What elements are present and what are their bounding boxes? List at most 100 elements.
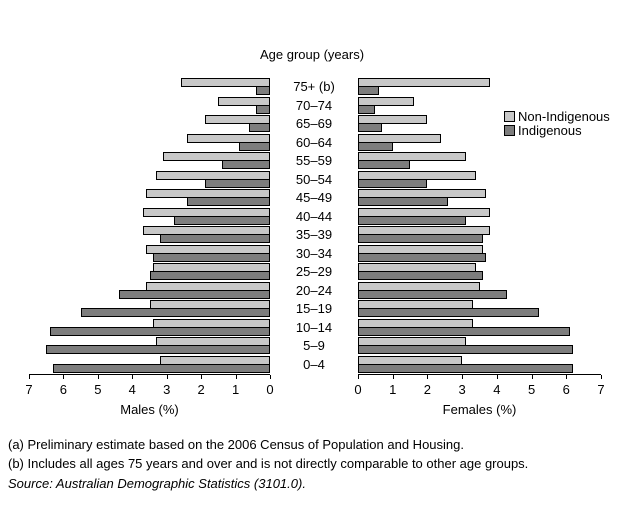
age-group-label: 10–14 bbox=[295, 319, 333, 335]
age-group-label: 65–69 bbox=[295, 116, 333, 131]
axis-tick bbox=[531, 375, 533, 379]
axis-tick bbox=[566, 375, 568, 379]
bar-females-non-indigenous bbox=[358, 115, 428, 124]
bar-males-indigenous bbox=[118, 289, 270, 299]
bar-males-non-indigenous bbox=[187, 133, 270, 143]
legend-item-non-indigenous: Non-Indigenous bbox=[504, 108, 610, 124]
age-group-label: 15–19 bbox=[295, 301, 333, 316]
age-group-label: 50–54 bbox=[295, 171, 333, 187]
age-group-label: 45–49 bbox=[295, 190, 333, 205]
axis-tick bbox=[29, 375, 30, 379]
axis-tick bbox=[392, 375, 394, 379]
bar-males-indigenous bbox=[221, 160, 270, 169]
axis-tick bbox=[601, 375, 602, 379]
bar-females-non-indigenous bbox=[358, 152, 466, 161]
axis-tick-label: 1 bbox=[389, 382, 397, 397]
age-group-label: 25–29 bbox=[295, 264, 333, 279]
bar-females-indigenous bbox=[358, 123, 383, 132]
source-note: Source: Australian Demographic Statistic… bbox=[8, 476, 306, 491]
legend: Non-Indigenous Indigenous bbox=[504, 108, 610, 138]
axis-tick-label: 5 bbox=[94, 382, 102, 397]
age-group-label: 55–59 bbox=[295, 153, 333, 168]
age-group-label: 40–44 bbox=[295, 208, 333, 224]
bar-males-indigenous bbox=[239, 141, 270, 151]
bar-males-non-indigenous bbox=[204, 115, 270, 124]
bar-males-indigenous bbox=[80, 308, 270, 317]
axis-tick bbox=[496, 375, 498, 379]
bar-males-indigenous bbox=[53, 363, 270, 373]
males-axis: 7 6 5 4 3 2 1 0 bbox=[25, 374, 274, 400]
axis-tick-label: 2 bbox=[423, 382, 432, 397]
age-group-label: 20–24 bbox=[295, 282, 333, 298]
bar-males-indigenous bbox=[159, 234, 270, 243]
females-axis-label: Females (%) bbox=[442, 402, 517, 417]
axis-tick-label: 0 bbox=[266, 382, 274, 397]
axis-tick bbox=[427, 375, 429, 379]
males-axis-line bbox=[29, 374, 270, 375]
bar-males-indigenous bbox=[187, 197, 270, 206]
bar-females-indigenous bbox=[358, 234, 483, 243]
chart-title: Age group (years) bbox=[259, 47, 365, 62]
bar-females-indigenous bbox=[358, 326, 570, 336]
bar-females-indigenous bbox=[358, 178, 428, 188]
axis-tick-label: 5 bbox=[527, 382, 536, 397]
age-group-label: 0–4 bbox=[303, 356, 325, 372]
bar-females-non-indigenous bbox=[358, 78, 490, 87]
axis-tick-label: 3 bbox=[163, 382, 171, 397]
age-group-labels: 75+ (b) 70–74 65–69 60–64 55–59 50–54 45–49 40–… bbox=[270, 78, 358, 374]
age-group-label: 70–74 bbox=[295, 97, 333, 113]
bar-females-indigenous bbox=[358, 86, 379, 95]
axis-tick-label: 6 bbox=[562, 382, 570, 397]
age-group-label: 35–39 bbox=[295, 227, 333, 242]
males-panel bbox=[29, 78, 270, 374]
females-panel bbox=[358, 78, 601, 374]
age-group-label: 60–64 bbox=[295, 134, 333, 150]
bar-males-indigenous bbox=[204, 178, 270, 188]
bar-females-indigenous bbox=[358, 104, 376, 114]
bar-females-indigenous bbox=[358, 215, 466, 225]
bar-females-indigenous bbox=[358, 363, 574, 373]
legend-item-indigenous: Indigenous bbox=[504, 122, 610, 138]
legend-label-indigenous: Indigenous bbox=[518, 122, 582, 138]
axis-tick bbox=[462, 375, 464, 379]
bar-females-indigenous bbox=[358, 160, 411, 169]
bar-males-indigenous bbox=[256, 104, 270, 114]
age-group-label: 30–34 bbox=[295, 245, 333, 261]
age-group-label: 5–9 bbox=[303, 338, 325, 353]
females-axis-line bbox=[358, 374, 601, 375]
axis-tick bbox=[97, 375, 99, 379]
bar-males-non-indigenous bbox=[180, 78, 270, 87]
footnote-b: (b) Includes all ages 75 years and over … bbox=[8, 456, 529, 471]
legend-label-non-indigenous: Non-Indigenous bbox=[518, 108, 610, 124]
bar-females-indigenous bbox=[358, 289, 508, 299]
axis-tick-label: 1 bbox=[231, 382, 240, 397]
bar-males-non-indigenous bbox=[163, 152, 270, 161]
axis-tick bbox=[358, 375, 359, 379]
bar-females-non-indigenous bbox=[358, 96, 414, 106]
bar-females-indigenous bbox=[358, 252, 487, 262]
bar-males-non-indigenous bbox=[218, 96, 270, 106]
bar-males-indigenous bbox=[152, 252, 270, 262]
legend-swatch-non-indigenous-icon bbox=[504, 110, 515, 122]
bar-females-indigenous bbox=[358, 345, 574, 354]
axis-tick bbox=[63, 375, 65, 379]
bar-females-indigenous bbox=[358, 197, 449, 206]
bar-females-non-indigenous bbox=[358, 133, 442, 143]
bar-males-indigenous bbox=[173, 215, 270, 225]
axis-tick bbox=[235, 375, 237, 379]
bar-males-indigenous bbox=[256, 86, 270, 95]
axis-tick bbox=[270, 375, 271, 379]
bar-males-indigenous bbox=[149, 271, 270, 280]
axis-tick bbox=[201, 375, 203, 379]
axis-tick-label: 7 bbox=[597, 382, 605, 397]
bar-females-indigenous bbox=[358, 308, 539, 317]
males-axis-label: Males (%) bbox=[120, 402, 179, 417]
bar-males-indigenous bbox=[46, 345, 270, 354]
axis-tick-label: 4 bbox=[493, 382, 501, 397]
bar-males-indigenous bbox=[249, 123, 270, 132]
age-group-label: 75+ (b) bbox=[293, 79, 335, 94]
bar-males-indigenous bbox=[49, 326, 270, 336]
footnote-a: (a) Preliminary estimate based on the 20… bbox=[8, 437, 464, 452]
legend-swatch-indigenous-icon bbox=[504, 124, 515, 136]
